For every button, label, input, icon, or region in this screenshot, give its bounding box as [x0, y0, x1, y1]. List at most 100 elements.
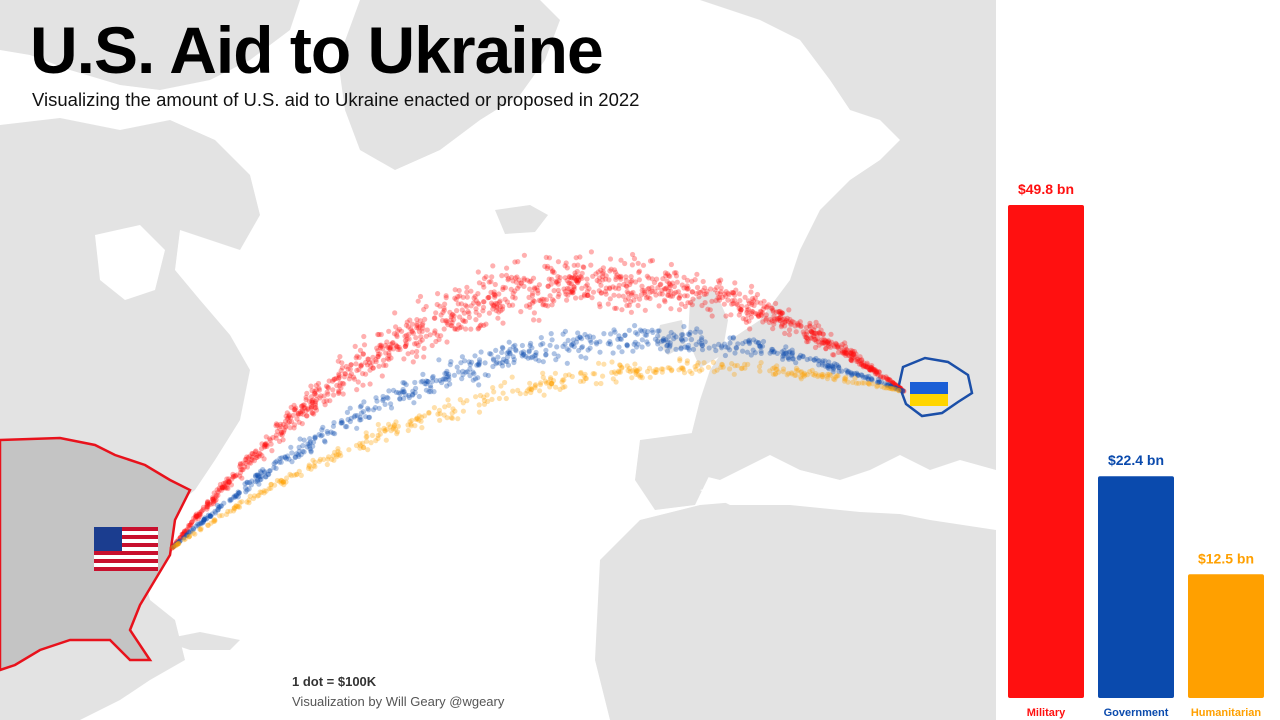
aid-dot: [390, 346, 396, 352]
aid-dot: [239, 499, 245, 505]
aid-dot: [815, 339, 821, 345]
aid-dot: [686, 345, 692, 351]
aid-dot: [249, 456, 255, 462]
aid-dot: [760, 319, 766, 325]
aid-dot: [809, 367, 815, 373]
aid-dot: [617, 336, 623, 342]
aid-dot: [610, 376, 616, 382]
aid-dot: [612, 285, 619, 291]
aid-dot: [436, 336, 442, 343]
aid-dot: [490, 263, 496, 269]
aid-dot: [715, 290, 721, 296]
aid-dot: [233, 492, 239, 498]
aid-dot: [563, 372, 569, 378]
aid-dot: [555, 287, 561, 293]
aid-dot: [652, 369, 658, 376]
aid-dot: [341, 374, 347, 380]
aid-dot: [460, 408, 466, 414]
aid-dot: [850, 348, 856, 354]
aid-dot: [512, 342, 518, 348]
aid-dot: [170, 543, 177, 549]
aid-dot: [319, 432, 325, 438]
aid-dot: [603, 285, 609, 291]
aid-dot: [194, 513, 200, 520]
aid-dot: [456, 369, 462, 375]
aid-dot: [738, 307, 744, 313]
aid-dot: [779, 316, 785, 323]
aid-dot: [319, 427, 325, 433]
aid-dot: [767, 350, 773, 356]
aid-dot: [228, 482, 234, 488]
aid-dot: [623, 283, 629, 289]
aid-dot: [396, 326, 402, 332]
aid-dot: [247, 453, 253, 459]
aid-dot: [283, 456, 290, 462]
aid-dot: [521, 352, 527, 358]
aid-dot: [335, 452, 341, 458]
aid-dot: [199, 508, 205, 514]
aid-dot: [538, 298, 544, 304]
aid-dot: [502, 379, 508, 386]
aid-dot: [306, 398, 312, 404]
aid-dot: [564, 360, 570, 366]
aid-dot: [413, 385, 419, 391]
aid-dot: [569, 373, 575, 380]
aid-dot: [448, 359, 454, 365]
aid-dot: [204, 502, 210, 508]
aid-dot: [403, 392, 409, 398]
aid-dot: [647, 374, 653, 380]
aid-dot: [528, 340, 534, 346]
aid-dot: [666, 292, 672, 298]
aid-dot: [330, 430, 336, 436]
aid-dot: [388, 428, 394, 434]
aid-dot: [198, 520, 204, 526]
aid-dot: [848, 357, 854, 363]
aid-dot: [898, 385, 904, 391]
aid-dot: [590, 334, 596, 340]
aid-dot: [292, 407, 298, 413]
aid-dot: [547, 384, 553, 390]
aid-dot: [875, 372, 881, 378]
aid-dot: [836, 368, 842, 375]
aid-dot: [819, 339, 825, 345]
aid-dot: [659, 338, 665, 344]
aid-dot: [246, 459, 252, 466]
aid-dot: [825, 338, 832, 344]
aid-dot: [441, 412, 447, 418]
aid-dot: [369, 359, 376, 365]
aid-dot: [475, 269, 481, 275]
aid-dot: [208, 501, 214, 507]
aid-dot: [380, 393, 386, 400]
aid-dot: [400, 386, 406, 393]
aid-dot: [360, 440, 366, 446]
arctic-islands: [0, 0, 300, 90]
aid-dot: [760, 306, 766, 312]
aid-dot: [781, 352, 787, 358]
aid-dot: [419, 337, 425, 343]
aid-dot: [304, 413, 310, 419]
aid-dot: [749, 308, 755, 314]
aid-dot: [824, 376, 831, 382]
aid-dot: [305, 406, 311, 412]
aid-dot: [184, 532, 190, 538]
aid-dot: [391, 423, 397, 429]
aid-dot: [503, 358, 509, 364]
aid-dot: [301, 402, 307, 408]
aid-dot: [676, 367, 682, 373]
aid-dot: [536, 358, 542, 364]
aid-dot: [394, 344, 400, 350]
aid-dot: [655, 328, 661, 334]
aid-dot: [733, 301, 740, 307]
ireland: [656, 320, 686, 355]
aid-dot: [633, 368, 640, 374]
aid-dot: [668, 261, 675, 268]
aid-dot: [344, 424, 350, 430]
aid-dot: [171, 544, 177, 550]
aid-dot: [603, 291, 609, 297]
aid-dot: [833, 374, 839, 380]
aid-dot: [347, 373, 353, 379]
aid-dot: [565, 337, 571, 343]
aid-dot: [696, 294, 702, 300]
aid-dot: [702, 285, 708, 291]
aid-dot: [786, 327, 793, 333]
